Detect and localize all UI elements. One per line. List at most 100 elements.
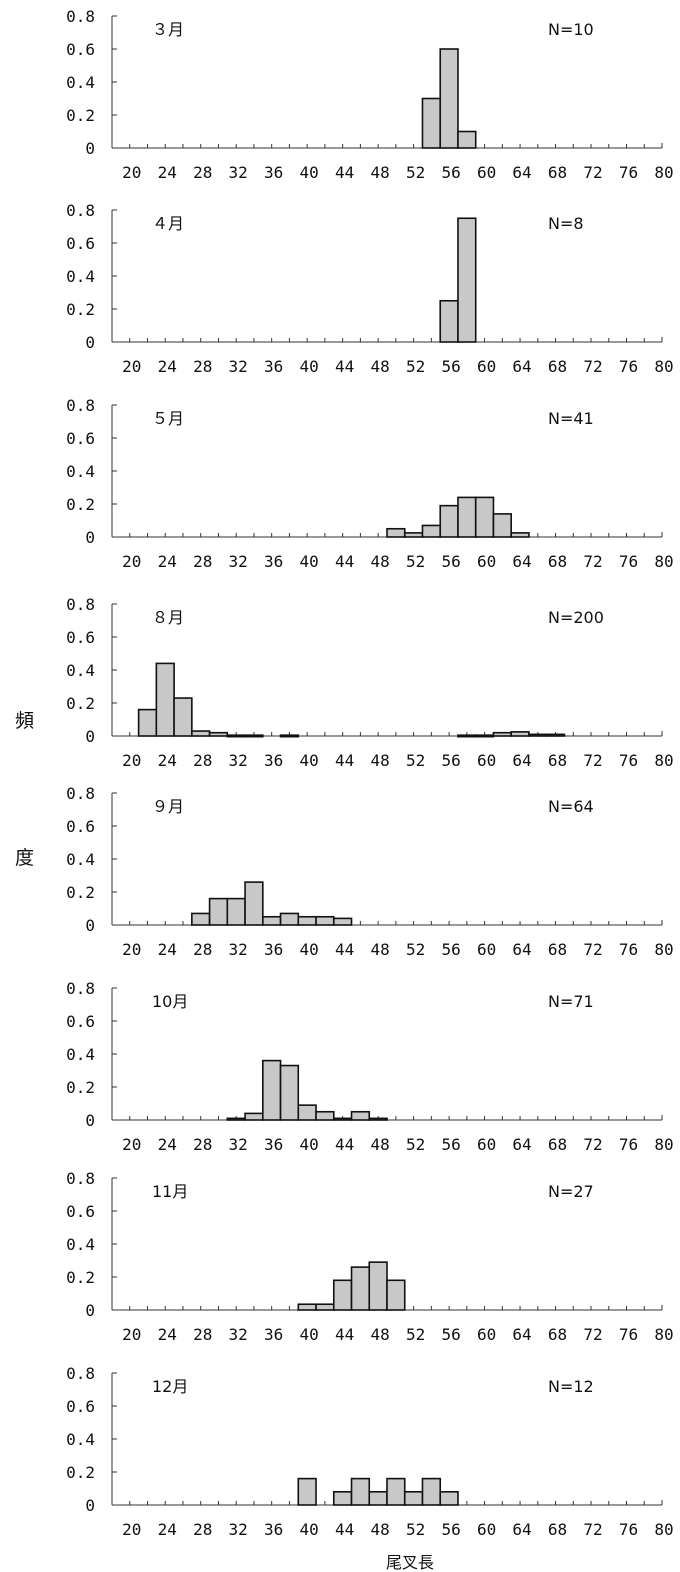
x-tick-label: 76 <box>619 163 638 182</box>
x-tick-label: 68 <box>548 163 567 182</box>
y-tick-label: 0 <box>85 916 95 935</box>
histogram-bar <box>137 708 158 737</box>
x-tick-label: 44 <box>335 1135 354 1154</box>
sample-size-label: N=10 <box>548 20 594 39</box>
x-tick-label: 72 <box>583 163 602 182</box>
x-tick-label: 48 <box>370 1135 389 1154</box>
histogram-bar <box>191 912 211 926</box>
histogram-bar <box>439 1491 459 1506</box>
histogram-bar <box>297 915 317 926</box>
x-tick-label: 76 <box>619 751 638 770</box>
x-tick-label: 68 <box>548 552 567 571</box>
y-tick-label: 0.6 <box>66 1202 95 1221</box>
histogram-bar <box>155 662 175 737</box>
x-tick-label: 32 <box>229 552 248 571</box>
x-tick-label: 24 <box>158 1135 177 1154</box>
month-label: ３月 <box>152 20 184 39</box>
histogram-bar <box>439 299 459 343</box>
x-tick-label: 52 <box>406 357 425 376</box>
y-tick-label: 0 <box>85 727 95 746</box>
x-tick-label: 64 <box>512 552 531 571</box>
histogram-panel: 0 0.2 0.4 0.6 0.8 20 24 28 32 36 40 44 48 52 56 60 64 68 7… <box>66 784 674 959</box>
y-tick-label: 0.2 <box>66 1463 95 1482</box>
month-label: 12月 <box>152 1377 188 1396</box>
histogram-bar <box>226 734 246 738</box>
histogram-bar <box>386 527 406 538</box>
histogram-bar <box>226 1117 246 1121</box>
x-tick-label: 32 <box>229 163 248 182</box>
sample-size-label: N=71 <box>548 992 594 1011</box>
x-tick-label: 56 <box>441 163 460 182</box>
sample-size-label: N=12 <box>548 1377 594 1396</box>
y-tick-label: 0.4 <box>66 850 95 869</box>
x-tick-label: 44 <box>335 751 354 770</box>
y-tick-label: 0.6 <box>66 40 95 59</box>
x-tick-label: 72 <box>583 940 602 959</box>
x-tick-label: 36 <box>264 552 283 571</box>
y-tick-label: 0.8 <box>66 979 95 998</box>
x-tick-label: 20 <box>122 1325 141 1344</box>
y-tick-label: 0.6 <box>66 429 95 448</box>
x-tick-label: 56 <box>441 940 460 959</box>
y-tick-label: 0.6 <box>66 1397 95 1416</box>
y-tick-label: 0.2 <box>66 300 95 319</box>
x-tick-label: 56 <box>441 357 460 376</box>
histogram-bar <box>262 1059 282 1121</box>
x-tick-label: 76 <box>619 1135 638 1154</box>
x-tick-label: 80 <box>654 940 673 959</box>
x-tick-label: 44 <box>335 163 354 182</box>
histogram-bar <box>332 1491 353 1506</box>
x-tick-label: 64 <box>512 1520 531 1539</box>
x-tick-label: 28 <box>193 1520 212 1539</box>
x-tick-label: 40 <box>300 1520 319 1539</box>
x-tick-label: 32 <box>229 357 248 376</box>
y-tick-label: 0.4 <box>66 462 95 481</box>
y-tick-label: 0.4 <box>66 661 95 680</box>
x-tick-label: 52 <box>406 1520 425 1539</box>
x-tick-label: 68 <box>548 1520 567 1539</box>
x-tick-label: 80 <box>654 1135 673 1154</box>
x-tick-label: 28 <box>193 751 212 770</box>
month-label: ４月 <box>152 214 184 233</box>
x-tick-label: 40 <box>300 552 319 571</box>
y-tick-label: 0 <box>85 333 95 352</box>
histogram-bar <box>279 1064 300 1121</box>
x-tick-label: 64 <box>512 1325 531 1344</box>
x-tick-label: 52 <box>406 940 425 959</box>
histogram-bar <box>173 697 193 737</box>
x-tick-label: 76 <box>619 357 638 376</box>
x-tick-label: 72 <box>583 751 602 770</box>
x-tick-label: 24 <box>158 552 177 571</box>
histogram-bar <box>403 532 424 538</box>
x-tick-label: 68 <box>548 1135 567 1154</box>
x-tick-label: 32 <box>229 1520 248 1539</box>
x-tick-label: 48 <box>370 357 389 376</box>
y-axis-label-char-1: 頻 <box>15 710 34 732</box>
x-tick-label: 44 <box>335 357 354 376</box>
histogram-bar <box>510 532 530 538</box>
x-tick-label: 56 <box>441 1520 460 1539</box>
histogram-bar <box>457 130 477 149</box>
x-tick-label: 40 <box>300 163 319 182</box>
x-tick-label: 76 <box>619 1520 638 1539</box>
x-tick-label: 28 <box>193 940 212 959</box>
y-tick-label: 0.6 <box>66 1012 95 1031</box>
y-tick-label: 0.2 <box>66 106 95 125</box>
histogram-bar <box>279 734 300 738</box>
histogram-bar <box>297 1303 317 1311</box>
histogram-panel: 0 0.2 0.4 0.6 0.8 20 24 28 32 36 40 44 48 52 56 60 64 68 7… <box>66 595 674 770</box>
y-tick-label: 0 <box>85 1496 95 1515</box>
histogram-bar <box>297 1104 317 1121</box>
histogram-bar <box>226 897 246 926</box>
histogram-bar <box>244 881 264 926</box>
histogram-bar <box>244 734 264 738</box>
y-tick-label: 0.2 <box>66 883 95 902</box>
x-tick-label: 52 <box>406 751 425 770</box>
x-tick-label: 48 <box>370 1520 389 1539</box>
x-tick-label: 48 <box>370 1325 389 1344</box>
x-tick-label: 72 <box>583 1325 602 1344</box>
x-tick-label: 52 <box>406 1325 425 1344</box>
y-tick-label: 0.4 <box>66 1045 95 1064</box>
x-tick-label: 40 <box>300 1135 319 1154</box>
y-tick-label: 0.8 <box>66 595 95 614</box>
